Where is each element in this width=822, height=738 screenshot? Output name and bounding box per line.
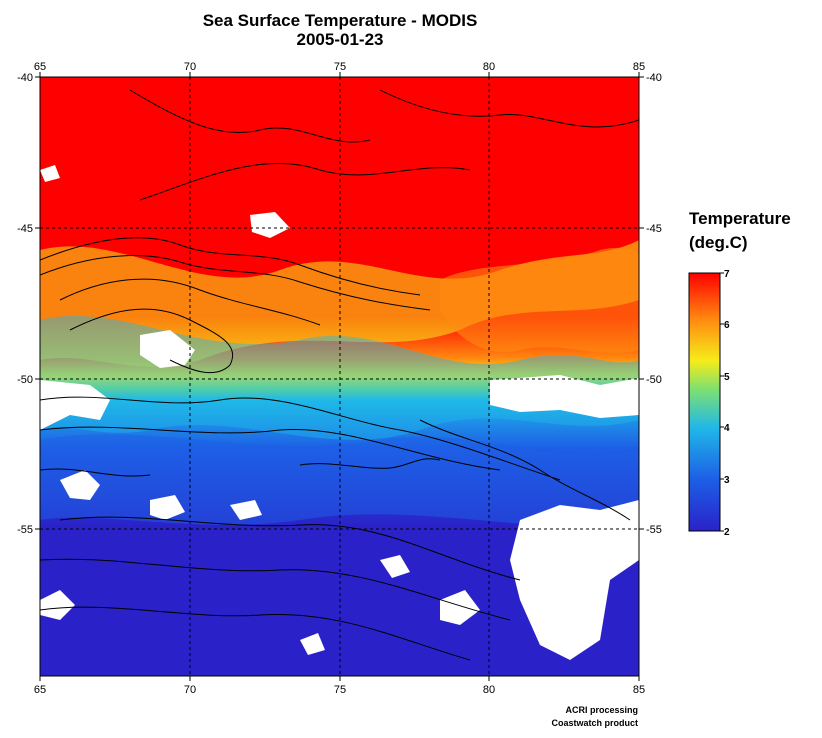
colorbar-label: 2 [724, 527, 730, 538]
lon-label-top: 80 [483, 61, 495, 73]
bathymetry-contours [40, 89, 639, 661]
lat-label-left: -40 [17, 72, 33, 84]
lon-label-bottom: 75 [334, 684, 346, 696]
colorbar-label: 5 [724, 372, 730, 383]
legend-title: Temperature [689, 209, 791, 228]
colorbar-label: 3 [724, 475, 730, 486]
lon-label-top: 70 [184, 61, 196, 73]
colorbar [688, 272, 721, 532]
cloud-mask [40, 165, 639, 660]
lat-label-right: -50 [646, 374, 662, 386]
lon-label-bottom: 85 [633, 684, 645, 696]
lon-label-top: 75 [334, 61, 346, 73]
credit-processing: ACRI processing [565, 705, 638, 715]
map-date: 2005-01-23 [296, 30, 384, 49]
lon-label-top: 65 [34, 61, 46, 73]
colorbar-ticks [720, 272, 724, 532]
lon-tick-marks [35, 72, 644, 681]
warm-eddies [440, 247, 639, 353]
lat-label-right: -45 [646, 223, 662, 235]
lat-label-right: -40 [646, 72, 662, 84]
map-title: Sea Surface Temperature - MODIS [202, 11, 478, 30]
lat-label-left: -45 [17, 223, 33, 235]
lon-label-bottom: 80 [483, 684, 495, 696]
lon-label-bottom: 70 [184, 684, 196, 696]
credit-product: Coastwatch product [551, 718, 638, 728]
colorbar-label: 6 [724, 320, 730, 331]
colorbar-label: 7 [724, 269, 730, 280]
legend-units: (deg.C) [689, 233, 748, 252]
lon-label-top: 85 [633, 61, 645, 73]
map-gridlines [40, 77, 639, 676]
sst-field [40, 77, 639, 676]
lat-label-left: -55 [17, 524, 33, 536]
lat-label-right: -55 [646, 524, 662, 536]
lat-label-left: -50 [17, 374, 33, 386]
lon-label-bottom: 65 [34, 684, 46, 696]
colorbar-label: 4 [724, 423, 730, 434]
